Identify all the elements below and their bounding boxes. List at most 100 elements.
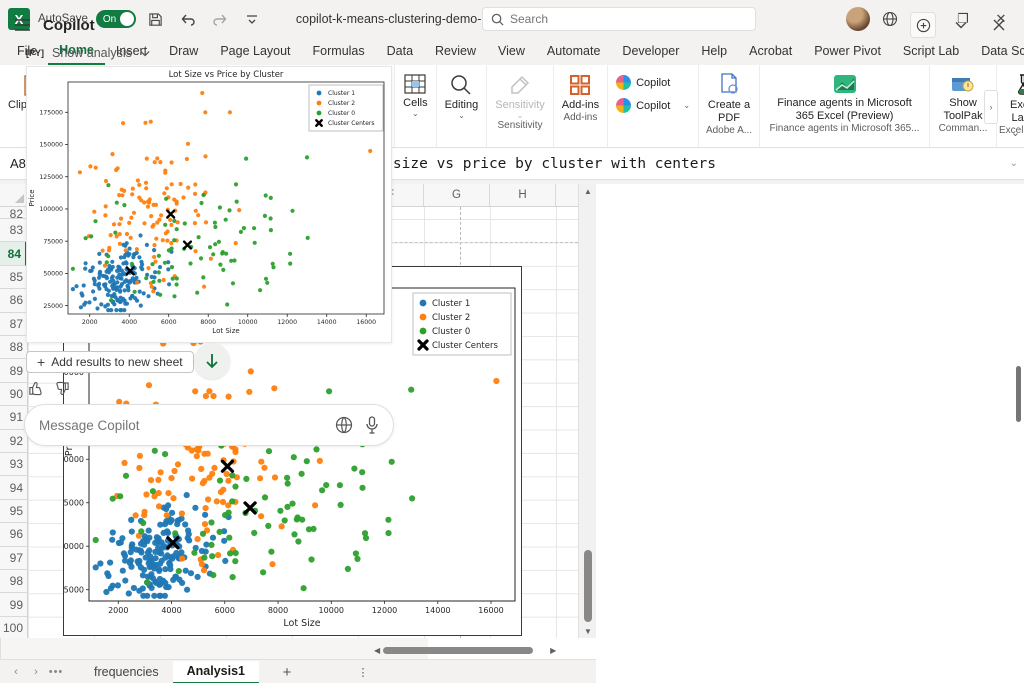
tab-insert[interactable]: Insert [115, 44, 148, 58]
new-chat-button[interactable] [910, 12, 936, 38]
editing-group: Editing ⌄ [437, 65, 488, 147]
vertical-scroll-thumb[interactable] [584, 550, 592, 622]
thumbs-up-icon[interactable] [28, 381, 43, 396]
svg-text:Cluster Centers: Cluster Centers [328, 120, 375, 127]
expand-formula-bar-icon[interactable]: ⌄ [1009, 158, 1018, 169]
thumbs-down-icon[interactable] [55, 381, 70, 396]
add-sheet-button[interactable]: + [282, 663, 292, 681]
row-header-100[interactable]: 100 [0, 617, 27, 638]
row-header-91[interactable]: 91 [0, 406, 27, 430]
row-header-95[interactable]: 95 [0, 500, 27, 524]
add-results-button[interactable]: + Add results to new sheet [26, 351, 194, 373]
excel-labs-button[interactable]: Excel Labs [999, 69, 1024, 124]
search-icon [491, 13, 504, 26]
svg-text:Lot Size: Lot Size [212, 327, 239, 335]
sheet-nav-right-icon[interactable]: › [34, 666, 38, 678]
row-header-89[interactable]: 89 [0, 359, 27, 383]
cells-button[interactable]: Cells ⌄ [397, 69, 433, 118]
tab-formulas[interactable]: Formulas [312, 44, 365, 58]
row-header-93[interactable]: 93 [0, 453, 27, 477]
undo-button[interactable] [176, 7, 200, 31]
scroll-right-arrow[interactable]: ▶ [550, 645, 557, 655]
tab-script-lab[interactable]: Script Lab [902, 44, 960, 58]
copilot-prompt-icon[interactable] [335, 416, 353, 434]
editing-icon [451, 75, 471, 95]
row-header-85[interactable]: 85 [0, 266, 27, 290]
row-header-86[interactable]: 86 [0, 289, 27, 313]
sensitivity-button[interactable]: Sensitivity ⌄ [489, 69, 551, 120]
row-header-84[interactable]: 84 [0, 242, 27, 266]
tab-home[interactable]: Home [48, 39, 105, 65]
select-all-corner[interactable] [0, 184, 28, 207]
show-analysis-toggle[interactable]: [PY] Show analysis [26, 46, 150, 60]
jump-to-latest-button[interactable] [194, 343, 230, 379]
collapse-pane-button[interactable] [948, 12, 974, 38]
save-button[interactable] [144, 7, 168, 31]
row-header-99[interactable]: 99 [0, 593, 27, 617]
collapse-ribbon-button[interactable]: ⌄ [1010, 127, 1020, 139]
sheet-tab-analysis1[interactable]: Analysis1 [172, 660, 259, 683]
copilot-group: Copilot Copilot ⌄ [608, 65, 700, 147]
copilot-button-2[interactable]: Copilot ⌄ [616, 98, 690, 113]
horizontal-scrollbar[interactable]: ◀ ▶ [374, 644, 574, 656]
show-toolpak-button[interactable]: Show ToolPak [932, 69, 994, 122]
microphone-icon[interactable] [365, 416, 379, 434]
tab-data-science[interactable]: Data Science [981, 44, 1024, 58]
ribbon-scroll-right-button[interactable]: › [984, 90, 998, 124]
customize-toolbar-button[interactable] [240, 7, 264, 31]
svg-text:10000: 10000 [238, 319, 258, 326]
search-input[interactable] [510, 12, 710, 26]
sheet-list-icon[interactable]: ••• [48, 666, 64, 678]
sheet-nav-left-icon[interactable]: ‹ [14, 666, 18, 678]
row-header-97[interactable]: 97 [0, 547, 27, 570]
scroll-left-arrow[interactable]: ◀ [374, 645, 381, 655]
redo-button[interactable] [208, 7, 232, 31]
row-header-90[interactable]: 90 [0, 383, 27, 407]
tabbar-options-icon[interactable]: ⋮ [357, 666, 369, 679]
row-header-83[interactable]: 83 [0, 219, 27, 243]
close-button[interactable]: ✕ [995, 11, 1007, 26]
row-header-88[interactable]: 88 [0, 336, 27, 360]
close-pane-button[interactable] [986, 12, 1012, 38]
vertical-scrollbar[interactable]: ▲ ▼ [578, 184, 596, 638]
autosave-toggle[interactable]: On [95, 10, 136, 28]
column-header-h[interactable]: H [490, 184, 556, 206]
row-header-94[interactable]: 94 [0, 476, 27, 500]
pane-scrollbar[interactable] [1016, 366, 1021, 422]
copilot-message-input[interactable] [39, 417, 323, 433]
tab-acrobat[interactable]: Acrobat [749, 44, 793, 58]
row-header-96[interactable]: 96 [0, 523, 27, 547]
user-avatar[interactable] [846, 7, 870, 31]
tab-draw[interactable]: Draw [169, 44, 199, 58]
show-toolpak-icon [952, 78, 974, 92]
tab-review[interactable]: Review [435, 44, 477, 58]
row-header-87[interactable]: 87 [0, 313, 27, 336]
copilot-message-box[interactable] [24, 404, 394, 446]
column-header-g[interactable]: G [424, 184, 490, 206]
tab-view[interactable]: View [498, 44, 525, 58]
copilot-chart-card[interactable]: Lot Size vs Price by Cluster 2000 4000 6000… [26, 66, 392, 343]
sheet-tab-frequencies[interactable]: frequencies [94, 664, 159, 679]
tab-help[interactable]: Help [701, 44, 728, 58]
scroll-down-arrow[interactable]: ▼ [584, 626, 592, 636]
tab-power-pivot[interactable]: Power Pivot [814, 44, 881, 58]
row-header-82[interactable]: 82 [0, 207, 27, 221]
restore-button[interactable]: ❐ [957, 11, 969, 26]
tab-page-layout[interactable]: Page Layout [220, 44, 291, 58]
addins-button[interactable]: Add-ins [556, 69, 605, 111]
create-pdf-button[interactable]: Create a PDF [701, 69, 757, 124]
row-header-92[interactable]: 92 [0, 430, 27, 453]
hamburger-menu-icon[interactable] [14, 18, 31, 32]
web-button[interactable] [878, 7, 902, 31]
tab-automate[interactable]: Automate [546, 44, 601, 58]
tab-data[interactable]: Data [386, 44, 414, 58]
tab-developer[interactable]: Developer [622, 44, 680, 58]
search-box[interactable] [482, 7, 756, 31]
finance-agents-button[interactable]: Finance agents in Microsoft 365 Excel (P… [762, 69, 928, 122]
tab-file[interactable]: File [17, 44, 38, 58]
editing-button[interactable]: Editing ⌄ [439, 69, 485, 120]
copilot-button-1[interactable]: Copilot [616, 75, 690, 90]
horizontal-scroll-thumb[interactable] [383, 646, 534, 654]
scroll-up-arrow[interactable]: ▲ [584, 186, 592, 196]
row-header-98[interactable]: 98 [0, 570, 27, 594]
